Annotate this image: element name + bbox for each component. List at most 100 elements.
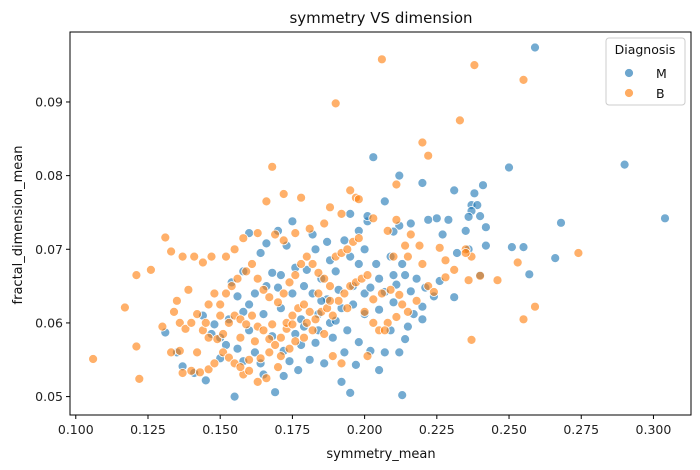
point-b-92 (169, 306, 179, 317)
point-m-48 (345, 387, 356, 398)
point-b-79 (423, 281, 434, 292)
point-b-85 (512, 257, 523, 268)
point-b-144 (296, 259, 307, 269)
point-m-24 (437, 229, 448, 240)
point-b-149 (325, 281, 335, 292)
point-b-146 (307, 259, 318, 269)
point-m-71 (388, 270, 399, 281)
point-b-112 (287, 310, 298, 321)
point-b-152 (342, 244, 353, 255)
point-m-26 (452, 248, 462, 258)
point-m-124 (371, 259, 382, 269)
point-b-138 (258, 284, 269, 295)
point-b-119 (327, 310, 338, 321)
point-m-77 (299, 281, 309, 292)
point-m-5 (469, 188, 480, 199)
point-b-143 (290, 270, 301, 281)
point-m-149 (400, 270, 411, 281)
point-b-27 (417, 259, 428, 269)
point-b-173 (325, 295, 335, 306)
point-m-78 (287, 288, 298, 299)
point-b-108 (264, 334, 275, 345)
point-b-57 (209, 358, 220, 369)
point-b-125 (362, 270, 373, 281)
x-axis: 0.100 0.125 0.150 0.175 0.200 0.225 0.250 0.275… (58, 415, 671, 437)
point-b-20 (405, 229, 416, 240)
point-m-148 (388, 297, 399, 308)
point-b-169 (275, 332, 286, 343)
point-m-43 (379, 347, 390, 358)
point-b-168 (264, 347, 275, 358)
point-b-10 (267, 161, 278, 172)
legend-label-b: B (656, 86, 665, 101)
point-m-97 (232, 291, 243, 302)
point-m-30 (556, 217, 566, 228)
point-m-55 (229, 391, 240, 402)
point-m-18 (423, 214, 434, 225)
point-m-23 (460, 225, 471, 236)
point-b-177 (379, 325, 390, 336)
point-b-34 (270, 229, 281, 240)
point-m-147 (374, 304, 385, 315)
point-b-162 (171, 295, 182, 306)
point-m-105 (327, 332, 338, 343)
point-m-86 (322, 236, 333, 247)
point-m-49 (336, 376, 347, 387)
point-b-21 (414, 240, 425, 251)
x-tick-label: 0.100 (58, 422, 94, 437)
point-b-98 (203, 332, 214, 343)
point-b-50 (88, 354, 98, 364)
point-b-65 (273, 362, 283, 373)
point-b-156 (249, 336, 260, 347)
point-m-51 (293, 365, 304, 376)
point-m-42 (394, 347, 405, 358)
point-b-67 (290, 336, 301, 347)
point-b-174 (342, 303, 353, 314)
point-b-7 (391, 179, 402, 190)
point-m-40 (417, 314, 428, 325)
point-m-74 (353, 259, 364, 269)
point-m-69 (359, 288, 370, 299)
point-b-157 (267, 319, 278, 330)
point-m-94 (261, 238, 272, 249)
point-b-6 (423, 150, 434, 161)
point-m-145 (402, 321, 413, 332)
point-b-171 (301, 317, 312, 328)
point-b-110 (275, 351, 286, 362)
point-m-65 (310, 337, 321, 348)
point-b-0 (376, 54, 387, 65)
point-b-93 (174, 317, 185, 328)
point-m-141 (284, 356, 295, 367)
point-b-16 (353, 194, 364, 205)
point-b-72 (336, 358, 347, 369)
point-b-137 (252, 273, 263, 284)
point-b-30 (319, 218, 330, 229)
point-b-73 (362, 351, 373, 362)
point-m-9 (368, 152, 379, 163)
point-b-81 (440, 272, 451, 283)
y-tick-label: 0.05 (35, 389, 63, 404)
point-b-42 (177, 251, 188, 262)
point-b-80 (428, 287, 439, 297)
point-b-128 (385, 284, 396, 295)
point-b-18 (382, 225, 393, 236)
point-b-167 (255, 353, 266, 364)
point-m-87 (339, 235, 350, 246)
point-b-154 (353, 233, 364, 244)
legend-label-m: M (656, 66, 667, 81)
plot-frame (69, 31, 692, 416)
point-b-129 (394, 289, 405, 300)
point-b-52 (174, 345, 185, 356)
point-m-27 (480, 240, 491, 251)
point-m-92 (310, 244, 321, 255)
point-b-170 (287, 319, 298, 330)
y-tick-label: 0.08 (35, 168, 63, 183)
point-b-178 (200, 317, 211, 328)
point-m-119 (365, 282, 376, 293)
point-m-75 (330, 266, 341, 277)
x-tick-label: 0.250 (491, 422, 527, 437)
point-b-11 (278, 189, 289, 199)
chart-title: symmetry VS dimension (289, 9, 472, 27)
point-m-22 (379, 196, 390, 207)
point-b-121 (339, 288, 350, 299)
